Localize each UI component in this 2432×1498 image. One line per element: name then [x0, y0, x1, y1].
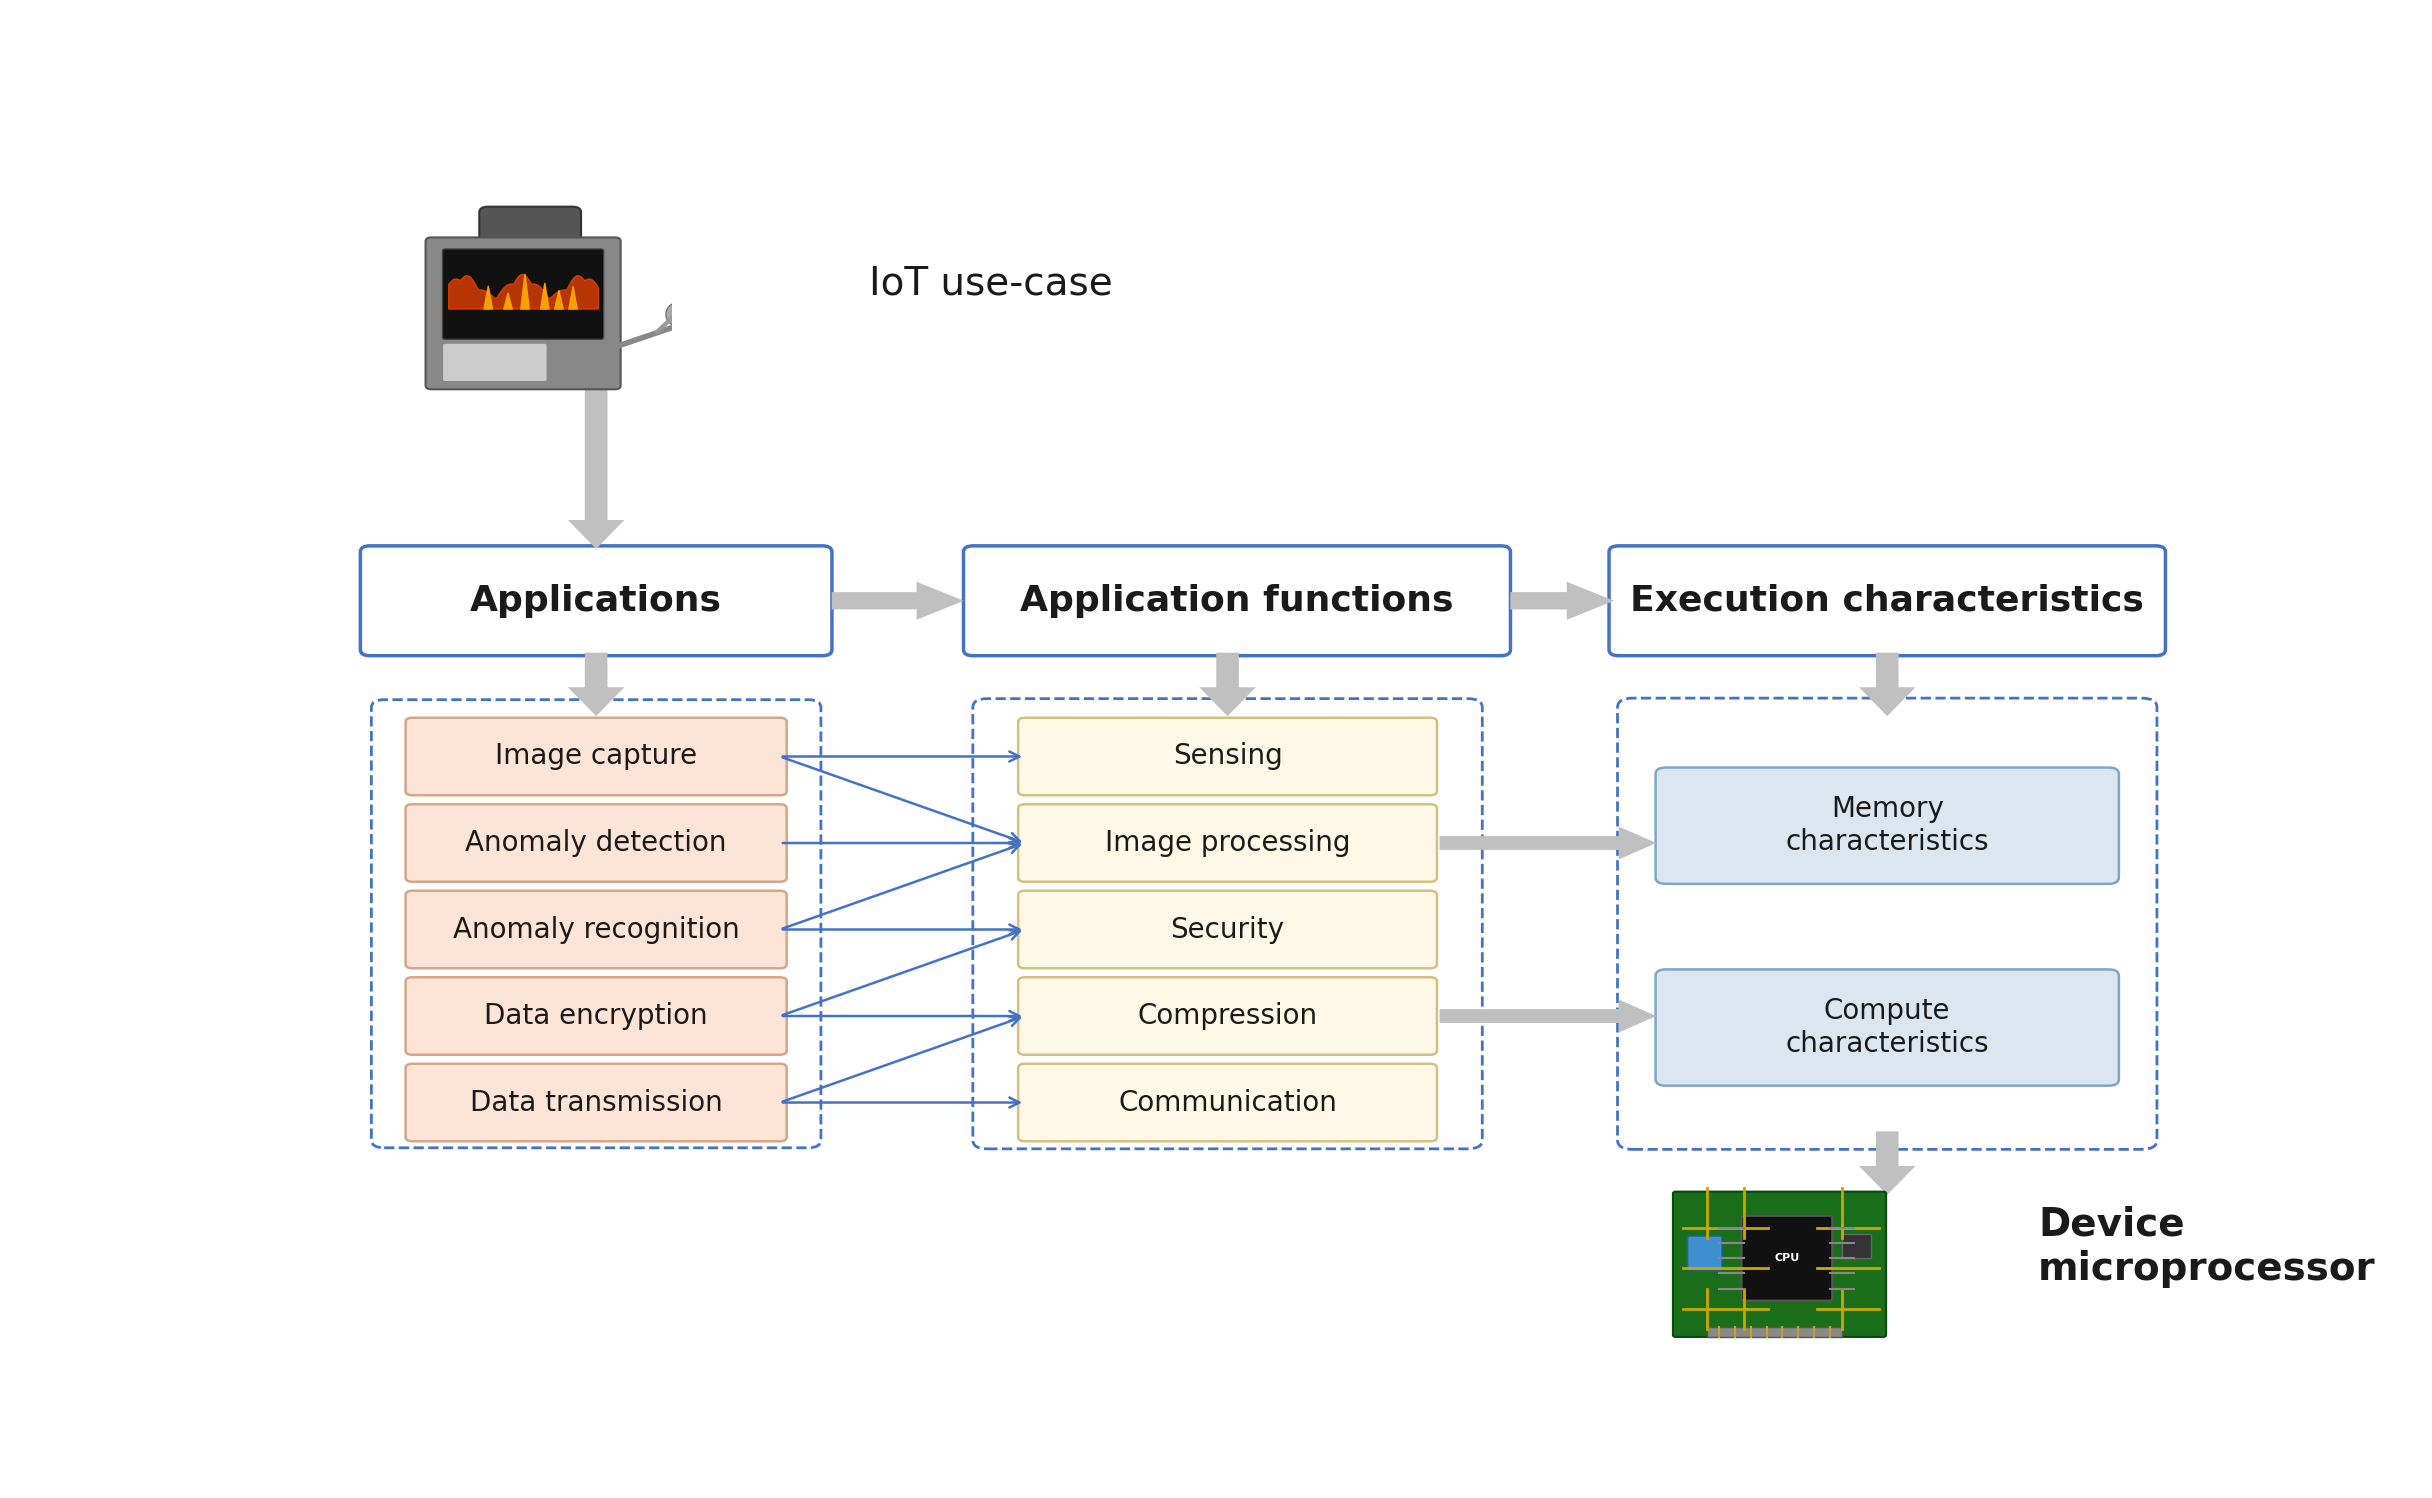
Text: Security: Security — [1170, 915, 1284, 944]
FancyArrow shape — [1510, 581, 1615, 620]
FancyArrow shape — [1440, 827, 1656, 860]
FancyArrow shape — [1199, 653, 1255, 716]
FancyArrow shape — [1858, 1131, 1916, 1195]
FancyBboxPatch shape — [1656, 767, 2118, 884]
FancyBboxPatch shape — [406, 1064, 786, 1141]
FancyBboxPatch shape — [406, 891, 786, 968]
Text: Memory
characteristics: Memory characteristics — [1785, 795, 1989, 855]
Text: Anomaly recognition: Anomaly recognition — [452, 915, 739, 944]
FancyBboxPatch shape — [1656, 969, 2118, 1086]
Text: Device
microprocessor: Device microprocessor — [2038, 1206, 2376, 1288]
Text: IoT use-case: IoT use-case — [871, 265, 1114, 303]
FancyBboxPatch shape — [1019, 891, 1437, 968]
FancyArrow shape — [569, 376, 625, 548]
FancyBboxPatch shape — [406, 718, 786, 795]
Text: Communication: Communication — [1119, 1089, 1338, 1116]
Text: Data encryption: Data encryption — [484, 1002, 708, 1031]
FancyBboxPatch shape — [406, 804, 786, 882]
FancyArrow shape — [1440, 999, 1656, 1032]
Text: Execution characteristics: Execution characteristics — [1629, 584, 2145, 617]
Text: Image capture: Image capture — [496, 743, 698, 770]
FancyBboxPatch shape — [1019, 977, 1437, 1055]
Text: Applications: Applications — [469, 584, 722, 617]
Text: Anomaly detection: Anomaly detection — [465, 828, 727, 857]
Text: Compression: Compression — [1138, 1002, 1318, 1031]
FancyBboxPatch shape — [1019, 1064, 1437, 1141]
FancyArrow shape — [832, 581, 963, 620]
FancyBboxPatch shape — [1610, 545, 2164, 656]
Text: Data transmission: Data transmission — [469, 1089, 722, 1116]
Text: Sensing: Sensing — [1172, 743, 1282, 770]
FancyArrow shape — [1858, 653, 1916, 716]
FancyBboxPatch shape — [963, 545, 1510, 656]
FancyBboxPatch shape — [360, 545, 832, 656]
Text: Application functions: Application functions — [1021, 584, 1454, 617]
FancyArrow shape — [569, 653, 625, 716]
FancyBboxPatch shape — [1019, 804, 1437, 882]
FancyBboxPatch shape — [1019, 718, 1437, 795]
Text: Image processing: Image processing — [1104, 828, 1350, 857]
FancyBboxPatch shape — [406, 977, 786, 1055]
Text: Compute
characteristics: Compute characteristics — [1785, 998, 1989, 1058]
